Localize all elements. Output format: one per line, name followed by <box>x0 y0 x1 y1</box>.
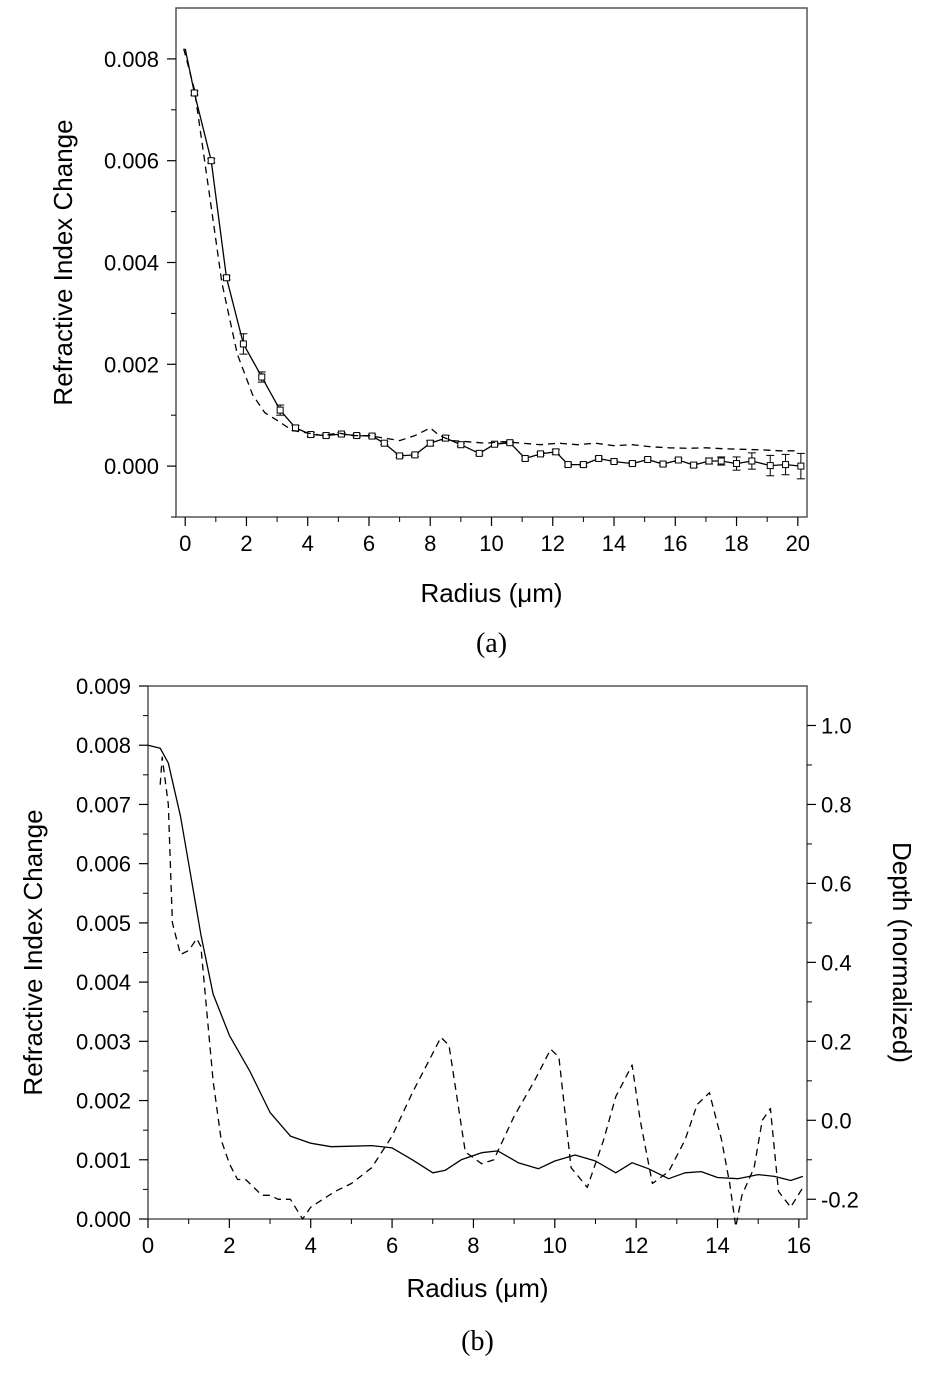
a-data-point <box>690 461 698 469</box>
panel-a-x-axis-label: Radius (μm) <box>420 578 562 608</box>
panel-b-plot-frame <box>147 685 808 1220</box>
b-x-tick-label: 12 <box>624 1233 648 1258</box>
a-data-point <box>239 340 247 348</box>
a-x-tick-label: 10 <box>479 531 503 556</box>
b-x-tick-label: 4 <box>305 1233 317 1258</box>
panel-a-series <box>183 48 805 480</box>
a-x-tick-label: 2 <box>240 531 252 556</box>
a-data-point <box>307 431 315 439</box>
a-y-tick-label: 0.008 <box>104 47 159 72</box>
a-x-tick-label: 14 <box>602 531 626 556</box>
a-data-point <box>579 461 587 469</box>
b-y2-tick-label: 0.6 <box>821 871 852 896</box>
panel-b-y-axis-label: Refractive Index Change <box>18 809 48 1095</box>
a-data-point <box>717 457 725 465</box>
a-data-point <box>396 452 404 460</box>
a-y-tick-label: 0.004 <box>104 251 159 276</box>
a-data-point <box>380 439 388 447</box>
panel-a-y-axis-label: Refractive Index Change <box>48 119 78 405</box>
b-y-tick-label: 0.002 <box>76 1089 131 1114</box>
panel-a-chart: 0 2 4 6 8 10 12 14 16 18 20 0.000 0.002 0.004 0.006 0.0… <box>48 7 810 659</box>
a-data-point <box>537 450 545 458</box>
b-y-tick-label: 0.001 <box>76 1148 131 1173</box>
b-x-tick-label: 8 <box>467 1233 479 1258</box>
a-data-point <box>411 451 419 459</box>
b-y2-tick-label: 0.2 <box>821 1029 852 1054</box>
a-data-point <box>674 456 682 464</box>
a-data-point <box>705 457 713 465</box>
b-y-tick-label: 0.007 <box>76 792 131 817</box>
b-y-tick-label: 0.006 <box>76 852 131 877</box>
a-x-tick-label: 8 <box>424 531 436 556</box>
a-x-tick-label: 4 <box>302 531 314 556</box>
a-data-point <box>207 157 215 165</box>
a-data-point <box>475 449 483 457</box>
panel-b-right-y-axis-label: Depth (normalized) <box>887 842 917 1063</box>
a-data-point <box>782 461 790 469</box>
a-data-point <box>322 432 330 440</box>
a-x-tick-label: 12 <box>541 531 565 556</box>
panel-a-plot-frame <box>175 7 808 518</box>
b-x-tick-label: 16 <box>787 1233 811 1258</box>
a-series-2-dashed-line <box>183 48 798 452</box>
b-series-1-solid-line <box>147 744 804 1182</box>
a-data-point <box>644 455 652 463</box>
a-data-point <box>276 406 284 414</box>
b-x-tick-label: 2 <box>223 1233 235 1258</box>
b-series-2-dashed-line <box>159 756 804 1228</box>
a-y-tick-label: 0.000 <box>104 454 159 479</box>
a-data-point <box>223 274 231 282</box>
b-y-tick-label: 0.000 <box>76 1207 131 1232</box>
b-x-tick-label: 14 <box>705 1233 729 1258</box>
panel-b-axes: 0 2 4 6 8 10 12 14 16 0.000 0.001 0.002 0.003 0.004 0.… <box>76 674 859 1258</box>
a-data-point <box>491 440 499 448</box>
b-y-tick-label: 0.009 <box>76 674 131 699</box>
b-y-tick-label: 0.008 <box>76 733 131 758</box>
panel-b-x-axis-label: Radius (μm) <box>406 1273 548 1303</box>
b-y2-tick-label: 1.0 <box>821 713 852 738</box>
a-data-point <box>748 457 756 465</box>
a-data-point <box>457 441 465 449</box>
a-data-point <box>564 461 572 469</box>
a-data-point <box>190 89 198 97</box>
a-data-point <box>552 448 560 456</box>
b-x-tick-label: 6 <box>386 1233 398 1258</box>
a-data-point <box>797 462 805 470</box>
a-x-tick-label: 20 <box>786 531 810 556</box>
a-x-tick-label: 6 <box>363 531 375 556</box>
a-data-point <box>258 373 266 381</box>
b-y2-tick-label: -0.2 <box>821 1187 859 1212</box>
a-x-tick-label: 0 <box>179 531 191 556</box>
b-x-tick-label: 10 <box>543 1233 567 1258</box>
a-data-point <box>610 458 618 466</box>
panel-b-chart: 0 2 4 6 8 10 12 14 16 0.000 0.001 0.002 0.003 0.004 0.… <box>18 674 917 1357</box>
b-y2-tick-label: 0.8 <box>821 792 852 817</box>
panel-b-caption: (b) <box>461 1326 494 1357</box>
b-x-tick-label: 0 <box>142 1233 154 1258</box>
a-data-point <box>426 439 434 447</box>
a-data-point <box>506 439 514 447</box>
a-x-tick-label: 18 <box>724 531 748 556</box>
a-data-point <box>628 460 636 468</box>
b-y-tick-label: 0.004 <box>76 970 131 995</box>
a-y-tick-label: 0.002 <box>104 352 159 377</box>
b-y2-tick-label: 0.4 <box>821 950 852 975</box>
panel-a-caption: (a) <box>476 628 507 659</box>
panel-b-series <box>147 744 804 1228</box>
a-y-tick-label: 0.006 <box>104 149 159 174</box>
a-data-point <box>659 460 667 468</box>
panel-a-axes: 0 2 4 6 8 10 12 14 16 18 20 0.000 0.002 0.004 0.006 0.0… <box>104 47 810 556</box>
a-data-point <box>766 462 774 470</box>
b-y-tick-label: 0.003 <box>76 1029 131 1054</box>
a-data-point <box>595 454 603 462</box>
a-x-tick-label: 16 <box>663 531 687 556</box>
b-y2-tick-label: 0.0 <box>821 1108 852 1133</box>
a-data-point <box>521 454 529 462</box>
a-data-point <box>733 460 741 468</box>
a-series-1-solid-line <box>184 48 801 467</box>
b-y-tick-label: 0.005 <box>76 911 131 936</box>
